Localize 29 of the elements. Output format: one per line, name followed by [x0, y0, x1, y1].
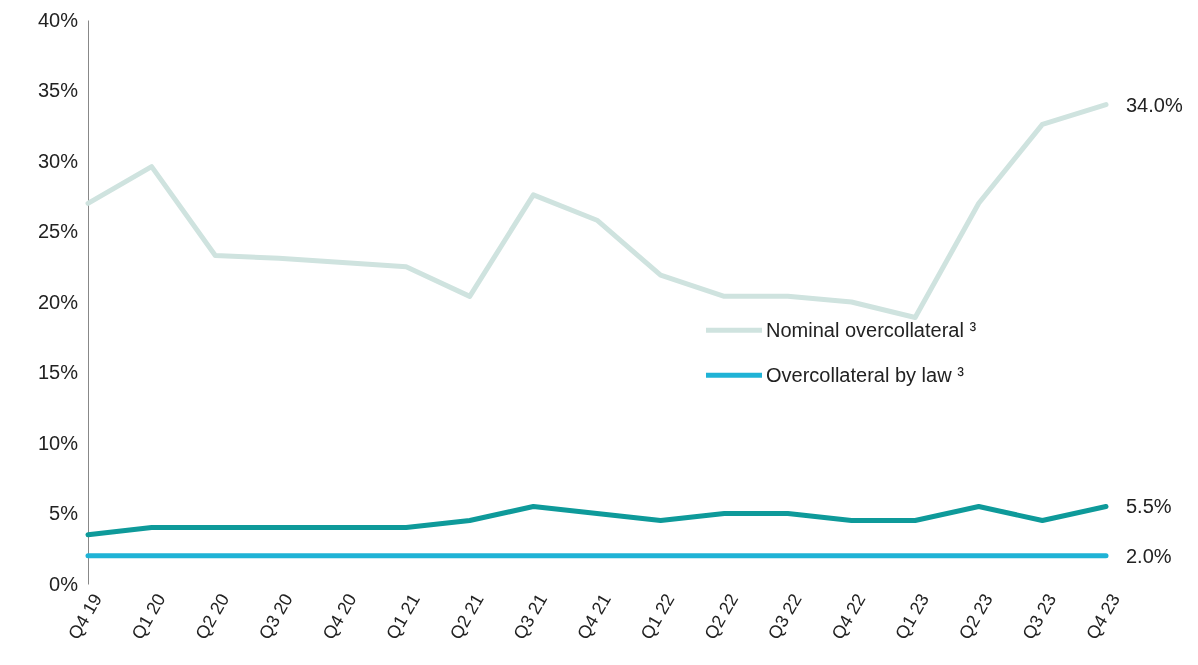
y-tick-label: 20%: [37, 290, 79, 313]
x-tick-label: Q2 22: [700, 590, 743, 643]
legend-label: Nominal overcollateral ³: [766, 319, 977, 342]
x-tick-label: Q2 23: [954, 590, 997, 643]
y-tick-label: 30%: [37, 149, 79, 172]
y-tick-label: 40%: [37, 8, 79, 31]
x-tick-label: Q1 21: [382, 590, 425, 643]
data-label: 34.0%: [1126, 93, 1183, 116]
x-tick-label: Q2 20: [191, 590, 234, 643]
x-tick-label: Q3 23: [1018, 590, 1061, 643]
x-tick-label: Q4 23: [1082, 590, 1124, 643]
x-tick-label: Q3 21: [509, 590, 552, 643]
x-tick-label: Q1 23: [891, 590, 934, 643]
x-tick-label: Q2 21: [445, 590, 488, 643]
x-tick-label: Q3 22: [763, 590, 806, 643]
y-tick-label: 5%: [49, 502, 79, 525]
y-tick-label: 35%: [37, 79, 79, 102]
x-tick-label: Q4 22: [827, 590, 870, 643]
y-tick-label: 15%: [37, 361, 79, 384]
y-tick-label: 10%: [37, 431, 79, 454]
data-label: 5.5%: [1126, 495, 1172, 518]
x-tick-label: Q1 20: [127, 590, 170, 643]
x-tick-label: Q1 22: [636, 590, 679, 643]
legend-label: Overcollateral by law ³: [766, 364, 965, 387]
x-tick-label: Q3 20: [254, 590, 297, 643]
x-tick-label: Q4 21: [573, 590, 615, 643]
y-tick-label: 25%: [37, 220, 79, 243]
data-label: 2.0%: [1126, 544, 1172, 567]
x-tick-label: Q4 20: [318, 590, 361, 643]
